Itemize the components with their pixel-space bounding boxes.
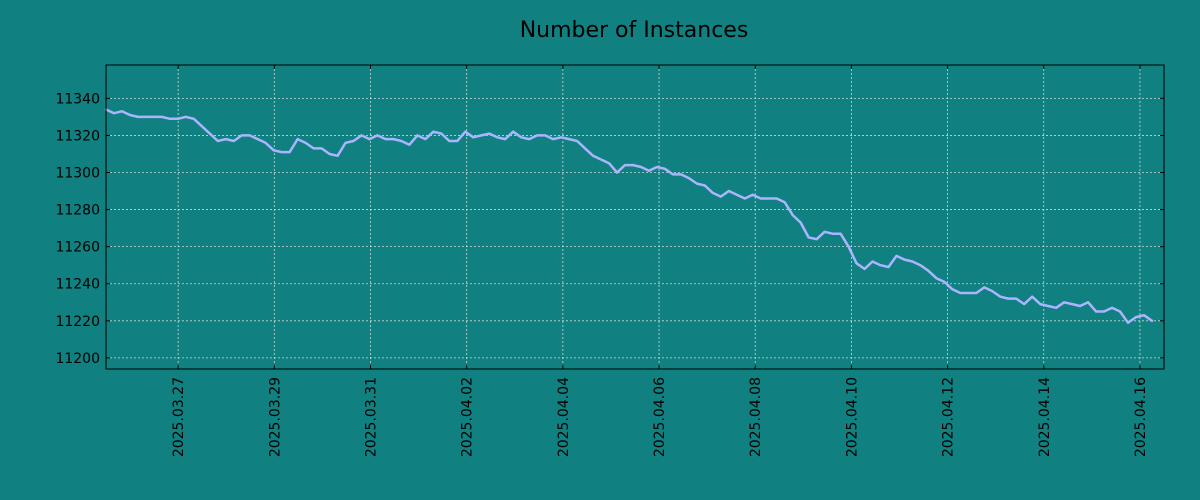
y-tick-label: 11320 — [55, 128, 100, 144]
y-tick-label: 11300 — [55, 166, 100, 182]
y-tick-label: 11240 — [55, 277, 100, 293]
series-layer — [104, 108, 1154, 324]
y-tick-labels: 11200 11220 11240 11260 11280 11300 11320 11340 — [55, 91, 100, 367]
y-tick-label: 11340 — [55, 91, 100, 107]
chart-title: Number of Instances — [520, 18, 749, 43]
x-tick-label: 2025.04.08 — [748, 377, 764, 457]
plot-frame — [105, 64, 1165, 370]
x-tick-label: 2025.03.27 — [171, 377, 187, 457]
series-line — [104, 108, 1154, 324]
grid-lines — [106, 65, 1164, 369]
y-tick-label: 11200 — [55, 351, 100, 367]
tick-marks — [106, 65, 1164, 369]
x-tick-label: 2025.04.10 — [844, 377, 860, 457]
x-tick-label: 2025.04.14 — [1037, 377, 1053, 457]
y-tick-label: 11280 — [55, 203, 100, 219]
x-tick-label: 2025.03.29 — [267, 377, 283, 457]
x-tick-label: 2025.04.02 — [460, 377, 476, 457]
y-tick-label: 11220 — [55, 314, 100, 330]
x-tick-label: 2025.04.06 — [652, 377, 668, 457]
x-tick-labels: 2025.03.27 2025.03.29 2025.03.31 2025.04.02… — [171, 377, 1149, 457]
x-tick-label: 2025.04.16 — [1133, 377, 1149, 457]
x-tick-label: 2025.03.31 — [364, 377, 380, 457]
x-tick-label: 2025.04.04 — [556, 377, 572, 457]
y-tick-label: 11260 — [55, 240, 100, 256]
x-tick-label: 2025.04.12 — [941, 377, 957, 457]
